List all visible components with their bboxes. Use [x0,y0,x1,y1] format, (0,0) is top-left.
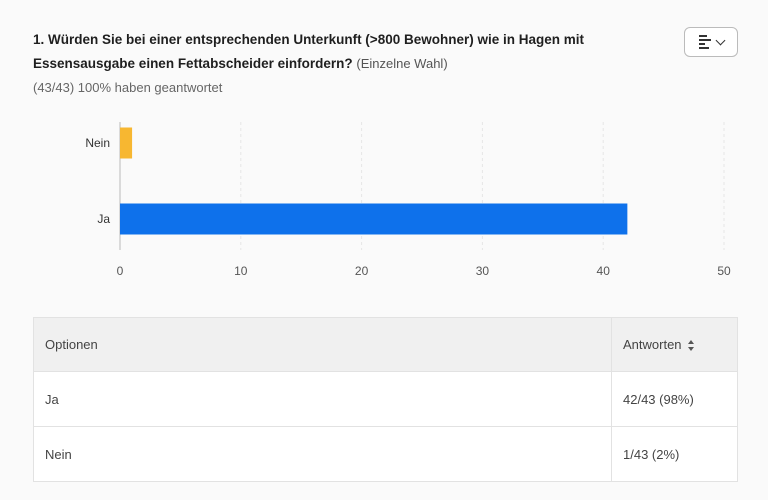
table-row: Nein 1/43 (2%) [33,426,738,482]
sort-icon[interactable] [687,340,695,352]
x-tick-label: 0 [117,264,124,278]
x-tick-label: 10 [234,264,248,278]
chevron-down-icon [715,35,725,45]
chart-type-dropdown[interactable] [684,27,738,57]
answer-cell: 42/43 (98%) [611,371,738,427]
category-label: Nein [85,136,110,150]
x-tick-label: 30 [476,264,490,278]
answer-cell: 1/43 (2%) [611,426,738,482]
option-cell: Ja [33,371,612,427]
question-type: (Einzelne Wahl) [356,56,448,71]
bar-chart-svg: 0 10 20 30 40 50 Nein Ja [85,122,731,278]
bar-chart: 0 10 20 30 40 50 Nein Ja [0,100,768,300]
x-tick-label: 50 [717,264,731,278]
results-table: Optionen Antworten Ja 42/43 (98%) Nein 1… [33,317,738,482]
category-label: Ja [97,212,110,226]
question-title: 1. Würden Sie bei einer entsprechenden U… [33,28,653,76]
header-options: Optionen [33,317,612,372]
bar-ja[interactable] [120,203,628,235]
table-row: Ja 42/43 (98%) [33,371,738,427]
option-cell: Nein [33,426,612,482]
question-text: 1. Würden Sie bei einer entsprechenden U… [33,32,584,71]
table-header-row: Optionen Antworten [33,317,738,372]
x-tick-label: 20 [355,264,369,278]
header-answers[interactable]: Antworten [611,317,738,372]
x-tick-label: 40 [597,264,611,278]
bar-nein[interactable] [120,127,133,159]
response-count: (43/43) 100% haben geantwortet [33,80,223,95]
bar-chart-icon [698,35,711,49]
